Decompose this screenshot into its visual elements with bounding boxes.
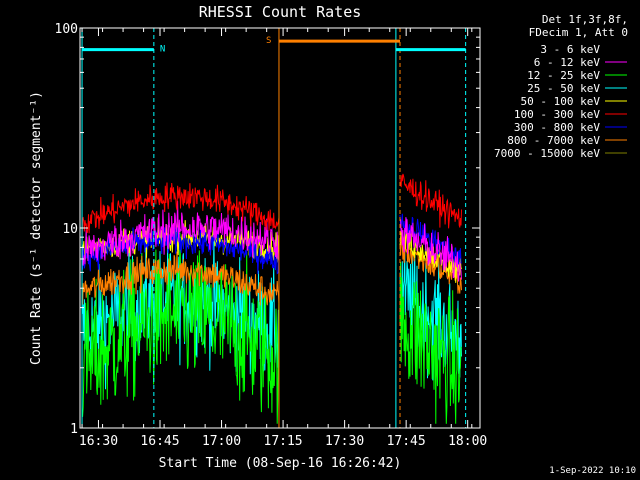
series-line-3-6-kev-seg2: [399, 137, 462, 169]
legend-entry-label: 7000 - 15000 keV: [494, 147, 600, 160]
legend-entry-label: 50 - 100 keV: [521, 95, 601, 108]
series-line-100-300-kev-seg2: [399, 173, 462, 229]
y-tick-label: 10: [62, 222, 78, 237]
x-tick-label: 17:30: [325, 434, 364, 449]
series-line-12-25-kev-seg2: [399, 261, 462, 424]
legend-entry-label: 6 - 12 keV: [534, 56, 601, 69]
x-tick-label: 16:30: [79, 434, 118, 449]
series-line-6-12-kev-seg2: [399, 217, 462, 282]
series-line-800-7000-kev-seg2: [399, 234, 462, 294]
y-tick-label: 1: [70, 422, 78, 437]
legend-entry-label: 100 - 300 keV: [514, 108, 600, 121]
x-tick-label: 17:00: [202, 434, 241, 449]
footer-timestamp: 1-Sep-2022 10:10: [549, 466, 636, 476]
y-tick-label: 100: [55, 22, 78, 37]
chart-title: RHESSI Count Rates: [199, 3, 362, 21]
legend-entry-label: 12 - 25 keV: [527, 69, 600, 82]
legend-entry-label: 25 - 50 keV: [527, 82, 600, 95]
saa-label: S: [266, 36, 271, 46]
legend-header-line: Det 1f,3f,8f,: [542, 13, 628, 26]
series-layer: [81, 125, 462, 424]
night-label: N: [160, 45, 165, 55]
legend-entry-label: 800 - 7000 keV: [507, 134, 600, 147]
x-axis-label: Start Time (08-Sep-16 16:26:42): [159, 456, 402, 471]
series-line-3-6-kev-seg1: [81, 125, 280, 159]
series-line-800-7000-kev-seg1: [81, 251, 280, 306]
y-axis-label: Count Rate (s⁻¹ detector segment⁻¹): [29, 91, 44, 365]
x-tick-label: 17:15: [264, 434, 303, 449]
axis-layer: 16:30 16:45 17:00 17:15 17:30 17:45 18:00 1 10 10…: [55, 22, 488, 449]
series-line-100-300-kev-seg1: [81, 182, 280, 236]
legend-entry-label: 3 - 6 keV: [540, 43, 600, 56]
legend-header-line: FDecim 1, Att 0: [529, 26, 628, 39]
series-line-6-12-kev-seg1: [81, 200, 280, 266]
legend-entry-label: 300 - 800 keV: [514, 121, 600, 134]
x-tick-label: 16:45: [140, 434, 179, 449]
x-tick-label: 17:45: [387, 434, 426, 449]
series-line-12-25-kev-seg1: [81, 232, 280, 424]
x-tick-label: 18:00: [448, 434, 487, 449]
